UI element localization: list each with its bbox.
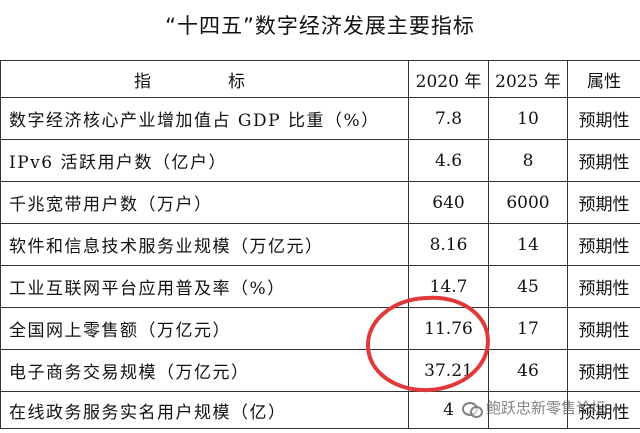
row-name: 千兆宽带用户数（万户） (0, 181, 409, 224)
table-row: 千兆宽带用户数（万户） 640 6000 预期性 (0, 181, 640, 224)
row-2020-value: 37.21 (408, 349, 489, 392)
table-row: 电子商务交易规模（万亿元） 37.21 46 预期性 (0, 349, 640, 392)
row-name: 全国网上零售额（万亿元） (0, 307, 409, 350)
table-header-row: 指 标 2020 年 2025 年 属性 (0, 60, 640, 98)
row-attribute: 预期性 (567, 223, 640, 266)
row-attribute: 预期性 (567, 139, 640, 182)
table-row: 在线政务服务实名用户规模（亿） 4 预期性 (0, 391, 640, 429)
table-row: 全国网上零售额（万亿元） 11.76 17 预期性 (0, 307, 640, 350)
row-2020-value: 8.16 (408, 223, 489, 266)
row-attribute: 预期性 (567, 307, 640, 350)
row-2025-value: 46 (488, 349, 568, 392)
wechat-icon (462, 400, 483, 418)
row-2025-value: 17 (488, 307, 568, 350)
row-attribute: 预期性 (567, 265, 640, 308)
row-name: IPv6 活跃用户数（亿户） (0, 139, 409, 182)
table-row: IPv6 活跃用户数（亿户） 4.6 8 预期性 (0, 139, 640, 182)
header-2025: 2025 年 (488, 60, 568, 98)
row-2020-value: 4.6 (408, 139, 489, 182)
row-name: 电子商务交易规模（万亿元） (0, 349, 409, 392)
row-name: 工业互联网平台应用普及率（%） (0, 265, 409, 308)
watermark-text: 鲍跃忠新零售论坛 (486, 399, 607, 417)
row-name: 数字经济核心产业增加值占 GDP 比重（%） (0, 97, 409, 140)
row-2020-value: 640 (408, 181, 489, 224)
row-attribute: 预期性 (567, 391, 640, 429)
table-row: 工业互联网平台应用普及率（%） 14.7 45 预期性 (0, 265, 640, 308)
row-attribute: 预期性 (567, 97, 640, 140)
page-title: “十四五”数字经济发展主要指标 (165, 14, 475, 38)
row-2020-value: 11.76 (408, 307, 489, 350)
header-attribute: 属性 (567, 60, 640, 98)
table-row: 数字经济核心产业增加值占 GDP 比重（%） 7.8 10 预期性 (0, 97, 640, 140)
row-name: 软件和信息技术服务业规模（万亿元） (0, 223, 409, 266)
row-2020-value: 7.8 (408, 97, 489, 140)
row-2025-value: 10 (488, 97, 568, 140)
table-row: 软件和信息技术服务业规模（万亿元） 8.16 14 预期性 (0, 223, 640, 266)
header-indicator: 指 标 (0, 60, 409, 98)
header-2020: 2020 年 (408, 60, 489, 98)
row-2025-value: 45 (488, 265, 568, 308)
row-2025-value: 14 (488, 223, 568, 266)
row-name: 在线政务服务实名用户规模（亿） (0, 391, 409, 429)
row-attribute: 预期性 (567, 349, 640, 392)
row-attribute: 预期性 (567, 181, 640, 224)
indicator-table: 指 标 2020 年 2025 年 属性 数字经济核心产业增加值占 GDP 比重… (0, 60, 640, 429)
row-2025-value: 6000 (488, 181, 568, 224)
row-2025-value: 8 (488, 139, 568, 182)
row-2020-value: 14.7 (408, 265, 489, 308)
watermark: 鲍跃忠新零售论坛 (462, 397, 606, 418)
